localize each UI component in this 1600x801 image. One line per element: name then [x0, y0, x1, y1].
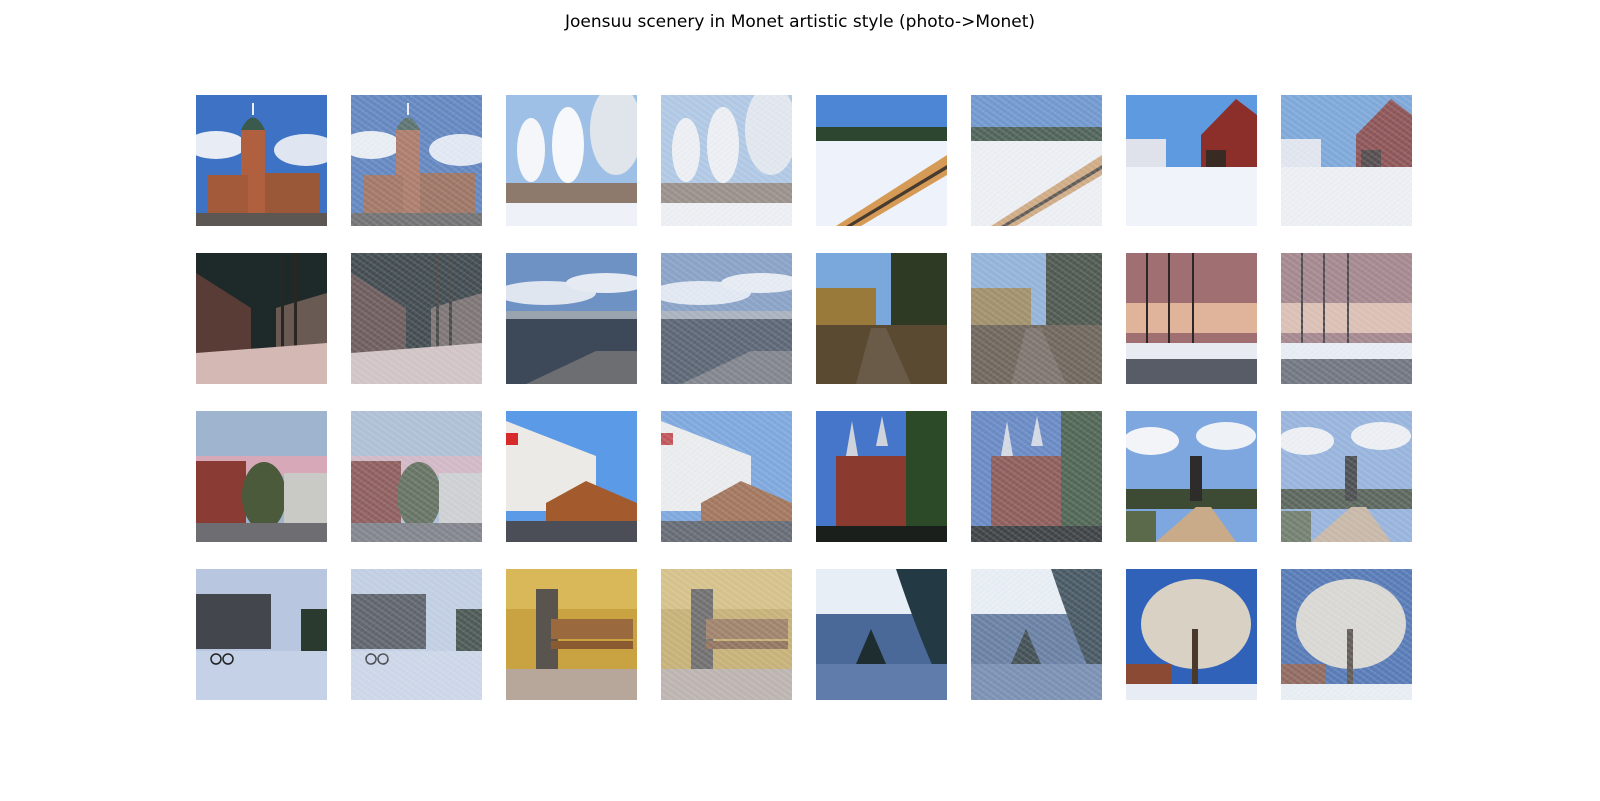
- statue-on-bench-photo-image: [506, 569, 637, 700]
- snowy-rail-fence-monet-image: [971, 95, 1102, 226]
- apartment-snow-cyclist-monet-image: [351, 569, 482, 700]
- apartment-blocks-pink-sky-photo-image: [196, 411, 327, 542]
- town-hall-park-monet-image: [1281, 411, 1412, 542]
- figure-title: Joensuu scenery in Monet artistic style …: [565, 12, 1035, 32]
- red-barn-buildings-monet-image: [1281, 95, 1412, 226]
- modern-office-building-monet-image: [661, 411, 792, 542]
- modern-office-building-photo-image: [506, 411, 637, 542]
- brick-church-spires-photo-image: [816, 411, 947, 542]
- frosted-birch-trees-photo-image: [506, 95, 637, 226]
- frozen-lake-tree-monet-image: [971, 569, 1102, 700]
- snowy-rail-fence-photo-image: [816, 95, 947, 226]
- brick-church-spires-monet-image: [971, 411, 1102, 542]
- frozen-lake-tree-photo-image: [816, 569, 947, 700]
- autumn-park-path-photo-image: [816, 253, 947, 384]
- night-street-lights-photo-image: [196, 253, 327, 384]
- apartment-snow-cyclist-photo-image: [196, 569, 327, 700]
- autumn-park-path-monet-image: [971, 253, 1102, 384]
- lake-pier-photo-image: [506, 253, 637, 384]
- snowy-large-tree-photo-image: [1126, 569, 1257, 700]
- town-hall-tower-photo-image: [196, 95, 327, 226]
- town-hall-tower-monet-image: [351, 95, 482, 226]
- night-street-lights-monet-image: [351, 253, 482, 384]
- frosted-birch-trees-monet-image: [661, 95, 792, 226]
- sunset-birches-monet-image: [1281, 253, 1412, 384]
- statue-on-bench-monet-image: [661, 569, 792, 700]
- apartment-blocks-pink-sky-monet-image: [351, 411, 482, 542]
- snowy-large-tree-monet-image: [1281, 569, 1412, 700]
- sunset-birches-photo-image: [1126, 253, 1257, 384]
- red-barn-buildings-photo-image: [1126, 95, 1257, 226]
- town-hall-park-photo-image: [1126, 411, 1257, 542]
- lake-pier-monet-image: [661, 253, 792, 384]
